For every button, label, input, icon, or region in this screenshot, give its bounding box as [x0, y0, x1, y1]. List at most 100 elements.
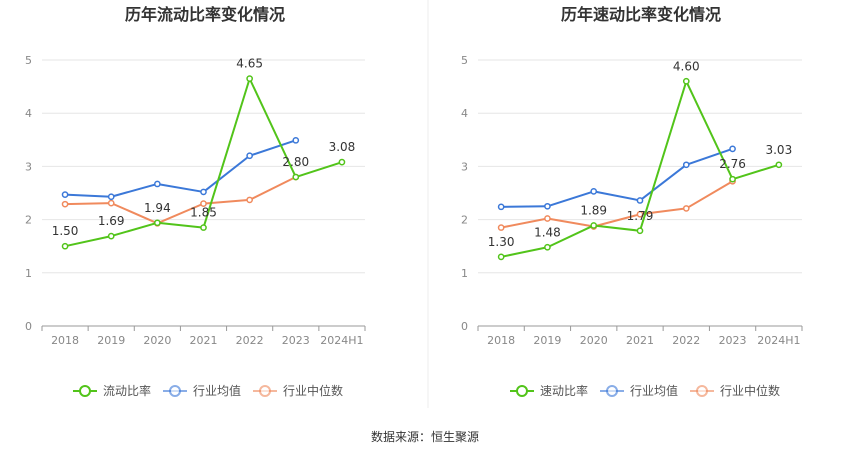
legend-item-1: 速动比率	[510, 383, 588, 398]
data-point	[107, 232, 115, 240]
y-tick-label: 1	[461, 267, 468, 280]
legend-marker	[606, 385, 618, 397]
x-tick-label: 2020	[580, 334, 608, 347]
y-tick-label: 2	[461, 214, 468, 227]
data-point	[636, 227, 644, 235]
legend-item-3: 行业中位数	[690, 383, 780, 398]
y-tick-label: 4	[461, 107, 468, 120]
data-point	[544, 215, 551, 222]
legend-marker	[696, 385, 708, 397]
data-point	[200, 188, 207, 196]
series-line-3	[65, 176, 297, 225]
data-label: 4.65	[236, 57, 263, 71]
data-point	[682, 161, 690, 169]
data-point	[246, 152, 253, 160]
x-tick-label: 2023	[719, 334, 747, 347]
data-point	[292, 173, 300, 181]
data-point	[682, 77, 690, 85]
x-tick-label: 2024H1	[320, 334, 363, 347]
x-tick-label: 2023	[282, 334, 310, 347]
data-label: 4.60	[673, 59, 700, 73]
x-tick-label: 2022	[236, 334, 264, 347]
x-tick-label: 2018	[487, 334, 515, 347]
legend-item-2: 行业均值	[600, 383, 678, 398]
data-point	[61, 242, 69, 250]
legend-label: 速动比率	[540, 383, 588, 398]
chart-title: 历年流动比率变化情况	[125, 5, 285, 24]
y-tick-label: 3	[461, 160, 468, 173]
data-label: 2.76	[719, 157, 746, 171]
data-point	[246, 196, 253, 204]
data-label: 1.79	[627, 209, 654, 223]
x-tick-label: 2024H1	[757, 334, 800, 347]
legend-item-3: 行业中位数	[253, 383, 343, 398]
data-point	[636, 210, 644, 218]
legend-marker	[79, 385, 91, 397]
data-point	[154, 219, 161, 227]
y-tick-label: 3	[25, 160, 32, 173]
data-point	[590, 222, 598, 229]
data-label: 1.89	[580, 203, 607, 217]
data-point	[729, 175, 736, 183]
legend-marker	[169, 385, 181, 397]
legend-marker	[516, 385, 528, 397]
legend-label: 行业中位数	[283, 383, 343, 398]
x-tick-label: 2019	[97, 334, 125, 347]
data-source-footer: 数据来源：恒生聚源	[370, 430, 479, 444]
data-label: 1.30	[488, 235, 515, 249]
y-tick-label: 2	[25, 214, 32, 227]
data-label: 3.03	[765, 143, 792, 157]
chart-1: 历年流动比率变化情况 0 1 2 3 4 5 2018 2019 2020 2021 2022 2023…	[25, 5, 366, 398]
data-label: 1.69	[98, 214, 125, 228]
data-point	[544, 243, 551, 251]
data-point	[200, 224, 207, 231]
legend-label: 行业中位数	[720, 383, 780, 398]
legend-label: 行业均值	[630, 383, 678, 398]
series-line-3	[500, 180, 734, 229]
x-tick-label: 2020	[143, 334, 171, 347]
data-point	[200, 200, 207, 207]
data-point	[61, 200, 69, 208]
series-line-2	[65, 139, 297, 198]
y-tick-label: 5	[461, 54, 468, 67]
data-point	[497, 224, 505, 231]
data-label: 3.08	[329, 140, 356, 154]
data-point	[636, 197, 644, 204]
x-tick-label: 2022	[672, 334, 700, 347]
data-point	[292, 136, 300, 144]
chart-title: 历年速动比率变化情况	[561, 5, 721, 24]
y-tick-label: 4	[25, 107, 32, 120]
data-point	[154, 180, 161, 188]
y-tick-label: 0	[461, 320, 468, 333]
legend-item-1: 流动比率	[73, 383, 151, 398]
data-point	[107, 199, 115, 207]
series-line-2	[501, 147, 733, 208]
y-tick-label: 0	[25, 320, 32, 333]
data-point	[682, 205, 690, 212]
chart-2: 历年速动比率变化情况 0 1 2 3 4 5 2018 2019 2020 2021 2022 2023…	[461, 5, 803, 398]
data-label: 1.48	[534, 225, 561, 239]
legend-marker	[259, 385, 271, 397]
data-label: 1.94	[144, 201, 171, 215]
x-tick-label: 2021	[190, 334, 218, 347]
data-point	[590, 188, 598, 195]
data-point	[246, 75, 253, 82]
x-tick-label: 2021	[626, 334, 654, 347]
data-point	[775, 161, 783, 169]
legend-label: 流动比率	[103, 383, 151, 398]
x-tick-label: 2019	[533, 334, 561, 347]
data-point	[729, 145, 736, 153]
data-label: 2.80	[282, 155, 309, 169]
data-point	[107, 193, 115, 201]
data-point	[338, 158, 346, 166]
y-tick-label: 1	[25, 267, 32, 280]
x-tick-label: 2018	[51, 334, 79, 347]
legend-label: 行业均值	[193, 383, 241, 398]
data-point	[544, 202, 551, 210]
data-label: 1.50	[52, 224, 79, 238]
data-point	[61, 191, 69, 198]
data-point	[497, 203, 505, 211]
y-tick-label: 5	[25, 54, 32, 67]
legend-item-2: 行业均值	[163, 383, 241, 398]
